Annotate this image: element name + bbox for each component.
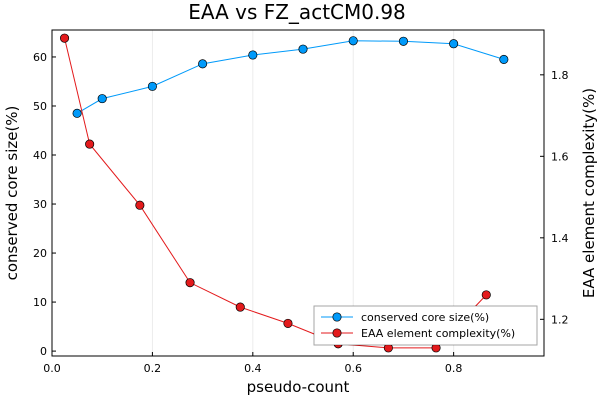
data-point-series-1 xyxy=(481,290,491,300)
plot-series xyxy=(60,33,509,353)
series-line-1 xyxy=(64,38,487,349)
x-tick-label: 0.6 xyxy=(344,362,362,375)
legend: conserved core size(%) EAA element compl… xyxy=(313,305,538,346)
data-point-series-1 xyxy=(135,200,145,210)
x-tick-label: 0.4 xyxy=(244,362,262,375)
legend-marker-complexity xyxy=(332,328,342,338)
y-left-tick-label: 20 xyxy=(33,247,47,260)
chart-title: EAA vs FZ_actCM0.98 xyxy=(188,0,406,24)
x-tick-label: 0.0 xyxy=(43,362,61,375)
data-point-series-1 xyxy=(185,278,195,288)
x-tick-label: 0.8 xyxy=(445,362,463,375)
plot-frame xyxy=(51,29,545,357)
data-point-series-1 xyxy=(60,33,70,43)
x-tick-label: 0.2 xyxy=(144,362,162,375)
legend-box xyxy=(313,305,538,346)
data-point-series-0 xyxy=(198,59,208,69)
y-axis-label-right: EAA element complexity(%) xyxy=(580,88,598,298)
data-point-series-0 xyxy=(348,36,358,46)
axis-ticks: 0.0 0.2 0.4 0.6 0.8 0 10 20 30 40 50 60 1.2 1.4 1.6 1.8 xyxy=(33,51,569,375)
y-axis-label-left: conserved core size(%) xyxy=(3,106,21,281)
y-left-tick-label: 40 xyxy=(33,149,47,162)
series-line-0 xyxy=(76,40,504,114)
data-point-series-0 xyxy=(147,81,157,91)
y-left-tick-label: 10 xyxy=(33,296,47,309)
data-point-series-0 xyxy=(72,108,82,118)
legend-label-complexity: EAA element complexity(%) xyxy=(361,327,515,340)
data-point-series-0 xyxy=(97,94,107,104)
data-point-series-0 xyxy=(298,44,308,54)
data-point-series-0 xyxy=(398,36,408,46)
y-right-tick-label: 1.8 xyxy=(551,69,569,82)
y-right-tick-label: 1.6 xyxy=(551,150,569,163)
y-left-tick-label: 30 xyxy=(33,198,47,211)
data-point-series-1 xyxy=(85,139,95,149)
data-point-series-0 xyxy=(449,39,459,49)
y-left-tick-label: 0 xyxy=(40,345,47,358)
x-axis-label: pseudo-count xyxy=(247,378,350,396)
data-point-series-1 xyxy=(283,318,293,328)
legend-label-core-size: conserved core size(%) xyxy=(361,311,489,324)
data-point-series-0 xyxy=(248,50,258,60)
y-right-tick-label: 1.2 xyxy=(551,313,569,326)
data-point-series-1 xyxy=(235,302,245,312)
y-right-tick-label: 1.4 xyxy=(551,232,569,245)
y-left-tick-label: 60 xyxy=(33,51,47,64)
legend-marker-core-size xyxy=(332,312,342,322)
data-point-series-0 xyxy=(499,54,509,64)
y-left-tick-label: 50 xyxy=(33,100,47,113)
